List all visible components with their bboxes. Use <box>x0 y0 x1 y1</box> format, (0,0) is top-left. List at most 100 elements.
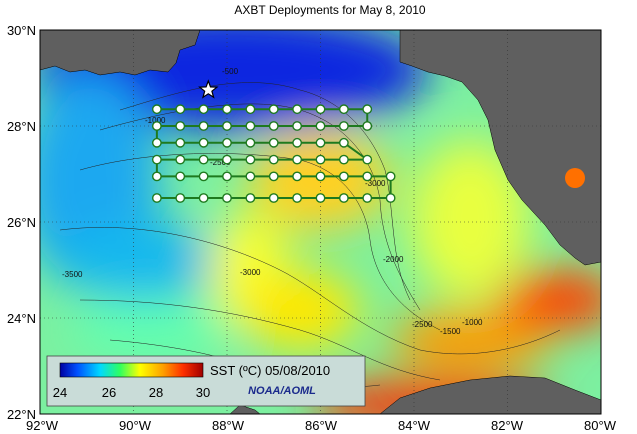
axbt-station <box>338 121 349 131</box>
axbt-station <box>245 193 256 203</box>
axbt-station <box>198 193 209 203</box>
axbt-station <box>175 104 186 115</box>
axbt-station <box>222 137 232 148</box>
axbt-station <box>268 193 279 203</box>
axbt-station <box>175 121 186 131</box>
lon-tick: 82°W <box>491 418 524 433</box>
axbt-stations <box>151 104 396 203</box>
axbt-station <box>198 121 209 131</box>
yucatan-tip <box>229 404 261 414</box>
axbt-station <box>222 171 232 182</box>
axbt-station <box>292 121 303 131</box>
axbt-station <box>222 154 232 165</box>
axbt-station <box>362 171 373 182</box>
axbt-station <box>222 121 232 131</box>
lat-tick: 22°N <box>7 407 36 422</box>
star-icon <box>198 79 219 99</box>
svg-text:-3000: -3000 <box>240 268 261 277</box>
longitude-ticks: 92°W 90°W 88°W 86°W 84°W 82°W 80°W <box>26 418 617 433</box>
svg-text:-2500: -2500 <box>210 158 231 167</box>
credit-label: NOAA/AOML <box>248 385 316 397</box>
axbt-station <box>245 171 256 182</box>
axbt-station <box>245 121 256 131</box>
lon-tick: 92°W <box>26 418 59 433</box>
axbt-station <box>292 154 303 165</box>
axbt-station <box>222 104 232 115</box>
colorbar-tick: 26 <box>102 385 116 400</box>
svg-text:-1000: -1000 <box>145 116 166 125</box>
axbt-station <box>151 137 162 148</box>
svg-text:-1000: -1000 <box>462 318 483 327</box>
axbt-station <box>292 193 303 203</box>
cuba-coast <box>379 375 601 414</box>
axbt-station <box>338 137 349 148</box>
lat-tick: 28°N <box>7 119 36 134</box>
axbt-station <box>385 193 396 203</box>
axbt-station <box>315 171 326 182</box>
axbt-station <box>151 171 162 182</box>
colorbar-tick: 24 <box>53 385 67 400</box>
axbt-station <box>338 171 349 182</box>
colorbar-tick: 28 <box>149 385 163 400</box>
axbt-station <box>151 193 162 203</box>
lon-tick: 84°W <box>398 418 431 433</box>
svg-text:-500: -500 <box>222 67 239 76</box>
lake-okeechobee <box>565 168 585 188</box>
svg-text:-2500: -2500 <box>412 320 433 329</box>
axbt-station <box>362 104 373 115</box>
svg-text:-1500: -1500 <box>440 327 461 336</box>
axbt-station <box>315 121 326 131</box>
axbt-station <box>151 104 162 115</box>
axbt-station <box>268 104 279 115</box>
lon-tick: 86°W <box>305 418 338 433</box>
land <box>40 30 601 414</box>
axbt-station <box>362 193 373 203</box>
latitude-ticks: 30°N 28°N 26°N 24°N 22°N <box>7 23 36 422</box>
axbt-station <box>338 104 349 115</box>
map-title: AXBT Deployments for May 8, 2010 <box>234 3 426 17</box>
axbt-station <box>245 154 256 165</box>
axbt-station <box>245 104 256 115</box>
axbt-station <box>338 154 349 165</box>
axbt-station <box>151 121 162 131</box>
axbt-station <box>338 193 349 203</box>
axbt-station <box>385 171 396 182</box>
axbt-station <box>268 154 279 165</box>
axbt-station <box>315 137 326 148</box>
axbt-station <box>175 193 186 203</box>
lon-tick: 80°W <box>584 418 617 433</box>
axbt-station <box>362 154 373 165</box>
axbt-station <box>175 154 186 165</box>
axbt-station <box>268 137 279 148</box>
axbt-station <box>198 154 209 165</box>
axbt-station <box>268 121 279 131</box>
axbt-station <box>175 137 186 148</box>
colorbar <box>59 362 204 378</box>
svg-text:-3000: -3000 <box>365 179 386 188</box>
axbt-station <box>362 121 373 131</box>
axbt-station <box>198 104 209 115</box>
louisiana-coast <box>40 30 201 76</box>
florida-peninsula <box>399 30 601 266</box>
lon-tick: 88°W <box>212 418 245 433</box>
axbt-station <box>151 154 162 165</box>
contour-labels: -500 -1000 -1000 -1500 -2000 -2500 -2500… <box>62 67 483 336</box>
axbt-station <box>315 104 326 115</box>
axbt-station <box>315 193 326 203</box>
lat-tick: 30°N <box>7 23 36 38</box>
legend-label: SST (ºC) 05/08/2010 <box>210 363 330 378</box>
lat-tick: 26°N <box>7 215 36 230</box>
axbt-station <box>315 154 326 165</box>
sst-legend: SST (ºC) 05/08/2010 24 26 28 30 NOAA/AOM… <box>46 355 366 407</box>
axbt-station <box>198 137 209 148</box>
svg-text:-3500: -3500 <box>62 270 83 279</box>
axbt-station <box>222 193 232 203</box>
axbt-station <box>292 104 303 115</box>
colorbar-tick: 30 <box>196 385 210 400</box>
map-frame <box>39 29 602 415</box>
axbt-station <box>198 171 209 182</box>
axbt-station <box>175 171 186 182</box>
lat-tick: 24°N <box>7 311 36 326</box>
lon-tick: 90°W <box>119 418 152 433</box>
